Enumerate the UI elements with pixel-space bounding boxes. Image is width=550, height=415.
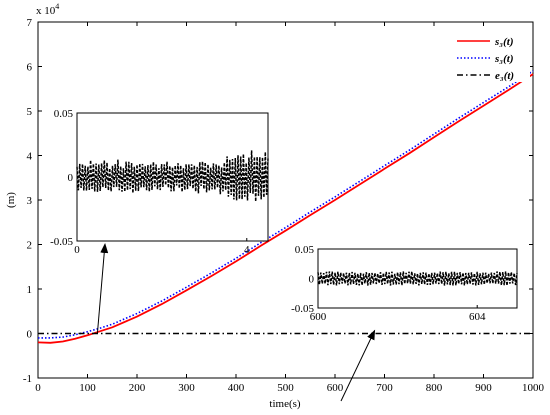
- x-tick-label: 300: [178, 382, 195, 394]
- inset-y-tick-label: 0.05: [295, 244, 315, 256]
- inset-error-signal: [317, 271, 518, 286]
- legend: s₃(t) s₃(t) e₃(t): [454, 30, 530, 82]
- legend-label-e3: e₃(t): [495, 70, 514, 82]
- legend-label-s3-reference: s₃(t): [494, 53, 514, 65]
- x-tick-label: 700: [376, 382, 393, 394]
- x-tick-label: 900: [475, 382, 492, 394]
- inset-x-tick-label: 0: [74, 244, 80, 256]
- y-tick-label: 4: [27, 151, 33, 163]
- inset-y-tick-label: 0.05: [54, 108, 74, 120]
- y-tick-label: 2: [27, 240, 33, 252]
- inset-2: 600 604 0.05 0 -0.05: [291, 244, 518, 323]
- legend-label-s3: s₃(t): [494, 36, 514, 48]
- y-tick-label: 0: [27, 329, 33, 341]
- inset-1: 0 40.050-0.05: [50, 108, 269, 256]
- x-tick-label: 0: [35, 382, 41, 394]
- series-line-s3-t-: [37, 73, 534, 344]
- inset-2-arrow: [340, 329, 376, 402]
- inset-y-tick-label: 0: [68, 172, 74, 184]
- x-tick-label: 100: [79, 382, 96, 394]
- y-tick-label: 3: [27, 195, 33, 207]
- x-tick-label: 600: [327, 382, 344, 394]
- main-series: [37, 70, 534, 344]
- inset-y-tick-label: -0.05: [291, 303, 314, 315]
- x-tick-label: 500: [277, 382, 294, 394]
- inset-1-arrow: [96, 243, 109, 334]
- inset-y-tick-label: -0.05: [50, 236, 73, 248]
- inset-x-tick-label: 600: [310, 311, 327, 323]
- x-tick-label: 200: [129, 382, 146, 394]
- x-tick-label: 400: [228, 382, 245, 394]
- inset-x-tick-label: 604: [469, 311, 486, 323]
- y-multiplier-label: x 104: [36, 2, 59, 17]
- inset-error-signal: [76, 150, 269, 202]
- y-tick-label: 5: [27, 106, 33, 118]
- y-axis-label: (m): [5, 192, 17, 208]
- y-tick-label: -1: [23, 373, 32, 385]
- x-tick-label: 800: [426, 382, 443, 394]
- x-tick-label: 1000: [522, 382, 545, 394]
- main-ticks: 0 100 200 300 400 500 600 700 800 900 1000-1012345…: [23, 17, 545, 394]
- inset-x-tick-label: 4: [244, 244, 250, 256]
- y-tick-label: 7: [27, 17, 33, 29]
- y-tick-label: 6: [27, 62, 33, 74]
- y-tick-label: 1: [27, 284, 33, 296]
- inset-y-tick-label: 0: [309, 274, 315, 286]
- legend-box: [454, 30, 530, 82]
- x-axis-label: time(s): [269, 398, 300, 410]
- inset-arrows: [96, 243, 376, 402]
